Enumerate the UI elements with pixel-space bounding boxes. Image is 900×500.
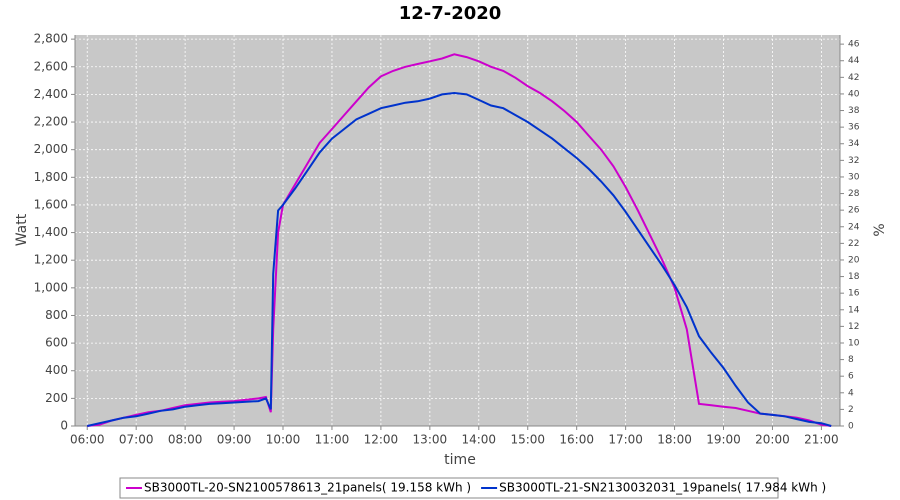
y2-axis-title: % bbox=[872, 223, 888, 236]
y-tick-label: 800 bbox=[45, 308, 68, 322]
y-tick-label: 200 bbox=[45, 391, 68, 405]
y-tick-label: 1,800 bbox=[34, 170, 68, 184]
y2-tick-label: 30 bbox=[848, 172, 860, 182]
x-tick-label: 15:00 bbox=[510, 433, 545, 447]
y-tick-label: 1,600 bbox=[34, 197, 68, 211]
y2-tick-label: 12 bbox=[848, 322, 859, 332]
y-tick-label: 1,400 bbox=[34, 225, 68, 239]
y2-tick-label: 2 bbox=[848, 405, 854, 415]
x-axis-title: time bbox=[444, 452, 476, 468]
plot-area bbox=[75, 35, 840, 426]
y2-tick-label: 18 bbox=[848, 272, 860, 282]
legend-box bbox=[119, 477, 779, 499]
y-tick-label: 0 bbox=[60, 419, 68, 433]
y-tick-label: 2,600 bbox=[34, 59, 68, 73]
y2-tick-label: 38 bbox=[848, 106, 860, 116]
x-tick-label: 21:00 bbox=[804, 433, 839, 447]
x-tick-label: 10:00 bbox=[266, 433, 301, 447]
x-tick-label: 07:00 bbox=[119, 433, 154, 447]
y-tick-label: 2,400 bbox=[34, 87, 68, 101]
x-tick-label: 11:00 bbox=[315, 433, 350, 447]
series-line bbox=[87, 53, 832, 427]
y2-tick-label: 4 bbox=[848, 388, 854, 398]
y2-tick-label: 6 bbox=[848, 372, 854, 382]
y2-tick-label: 32 bbox=[848, 156, 859, 166]
x-tick-label: 08:00 bbox=[168, 433, 203, 447]
chart-title: 12-7-2020 bbox=[399, 3, 502, 24]
y2-tick-label: 26 bbox=[848, 206, 860, 216]
y2-tick-label: 46 bbox=[848, 40, 860, 50]
y2-tick-label: 42 bbox=[848, 73, 859, 83]
y2-tick-label: 24 bbox=[848, 222, 860, 232]
y2-tick-label: 22 bbox=[848, 239, 859, 249]
y2-tick-label: 10 bbox=[848, 338, 860, 348]
series-line bbox=[86, 91, 832, 427]
y2-tick-label: 44 bbox=[848, 56, 860, 66]
x-tick-label: 06:00 bbox=[70, 433, 105, 447]
y2-tick-label: 40 bbox=[848, 89, 860, 99]
x-tick-label: 16:00 bbox=[559, 433, 594, 447]
y2-tick-label: 20 bbox=[848, 255, 860, 265]
x-tick-label: 12:00 bbox=[364, 433, 399, 447]
x-tick-label: 19:00 bbox=[706, 433, 741, 447]
x-tick-label: 09:00 bbox=[217, 433, 252, 447]
x-tick-label: 13:00 bbox=[413, 433, 448, 447]
y2-tick-label: 36 bbox=[848, 123, 860, 133]
x-tick-label: 17:00 bbox=[608, 433, 643, 447]
legend-label: SB3000TL-20-SN2100578613_21panels( 19.15… bbox=[144, 481, 471, 495]
y-tick-label: 2,800 bbox=[34, 32, 68, 46]
y-tick-label: 2,200 bbox=[34, 115, 68, 129]
y2-tick-label: 28 bbox=[848, 189, 860, 199]
x-tick-label: 14:00 bbox=[461, 433, 496, 447]
y-axis-title: Watt bbox=[14, 213, 30, 246]
y-tick-label: 600 bbox=[45, 336, 68, 350]
y2-tick-label: 14 bbox=[848, 305, 860, 315]
y-tick-label: 1,000 bbox=[34, 280, 68, 294]
x-tick-label: 20:00 bbox=[755, 433, 790, 447]
y2-tick-label: 34 bbox=[848, 139, 860, 149]
y2-tick-label: 16 bbox=[848, 289, 860, 299]
y-tick-label: 2,000 bbox=[34, 142, 68, 156]
y2-tick-label: 8 bbox=[848, 355, 854, 365]
x-tick-label: 18:00 bbox=[657, 433, 692, 447]
y-tick-label: 400 bbox=[45, 363, 68, 377]
y2-tick-label: 0 bbox=[848, 422, 854, 432]
legend-label: SB3000TL-21-SN2130032031_19panels( 17.98… bbox=[499, 481, 826, 495]
y-tick-label: 1,200 bbox=[34, 253, 68, 267]
